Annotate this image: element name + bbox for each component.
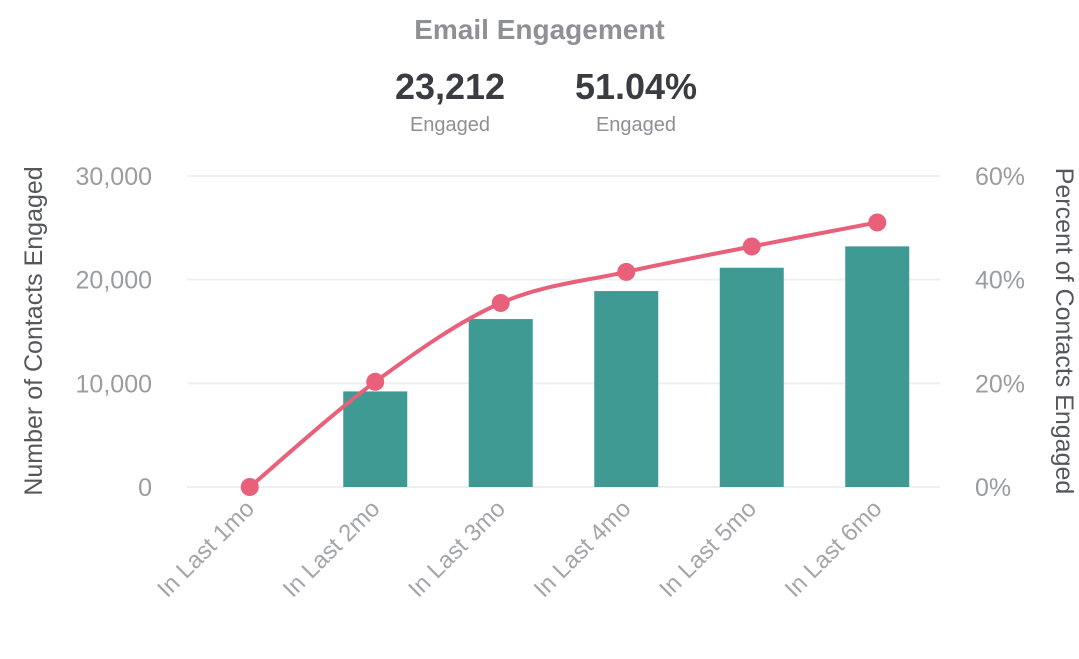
y-tick-label: 0 — [138, 474, 152, 502]
kpi-value: 23,212 — [394, 66, 506, 107]
y-tick-label: 10,000 — [76, 370, 152, 398]
y-tick-label: 20,000 — [76, 267, 152, 295]
x-tick-label: In Last 3mo — [403, 495, 511, 603]
kpi-label: Engaged — [409, 114, 491, 136]
line-point — [491, 293, 510, 312]
kpi-label: Engaged — [595, 114, 677, 136]
line-point — [366, 372, 385, 391]
y-tick-label: 30,000 — [76, 163, 152, 191]
y2-tick-label: 40% — [975, 267, 1025, 295]
bar — [594, 291, 659, 487]
x-tick-label: In Last 5mo — [654, 495, 762, 603]
x-tick-label: In Last 4mo — [529, 495, 637, 603]
x-tick-label: In Last 2mo — [278, 495, 386, 603]
percent-line — [248, 220, 878, 489]
bar — [719, 267, 784, 487]
line-point — [868, 213, 887, 232]
y2-axis-title: Percent of Contacts Engaged — [1050, 168, 1078, 495]
y2-tick-label: 0% — [975, 474, 1011, 502]
bar — [468, 319, 533, 487]
x-tick-label: In Last 1mo — [152, 495, 260, 603]
bar — [845, 246, 910, 487]
y-axis-title: Number of Contacts Engaged — [20, 166, 48, 495]
line-point — [240, 478, 259, 496]
line-point — [742, 237, 761, 256]
bar — [343, 391, 408, 487]
line-point — [617, 262, 636, 281]
y2-tick-label: 20% — [975, 370, 1025, 398]
kpi-engaged-percent: 51.04% Engaged — [536, 66, 736, 137]
x-tick-label: In Last 6mo — [780, 495, 888, 603]
kpi-engaged-count: 23,212 Engaged — [350, 66, 550, 137]
y2-tick-label: 60% — [975, 163, 1025, 191]
kpi-value: 51.04% — [574, 66, 698, 107]
chart-title: Email Engagement — [414, 14, 665, 45]
